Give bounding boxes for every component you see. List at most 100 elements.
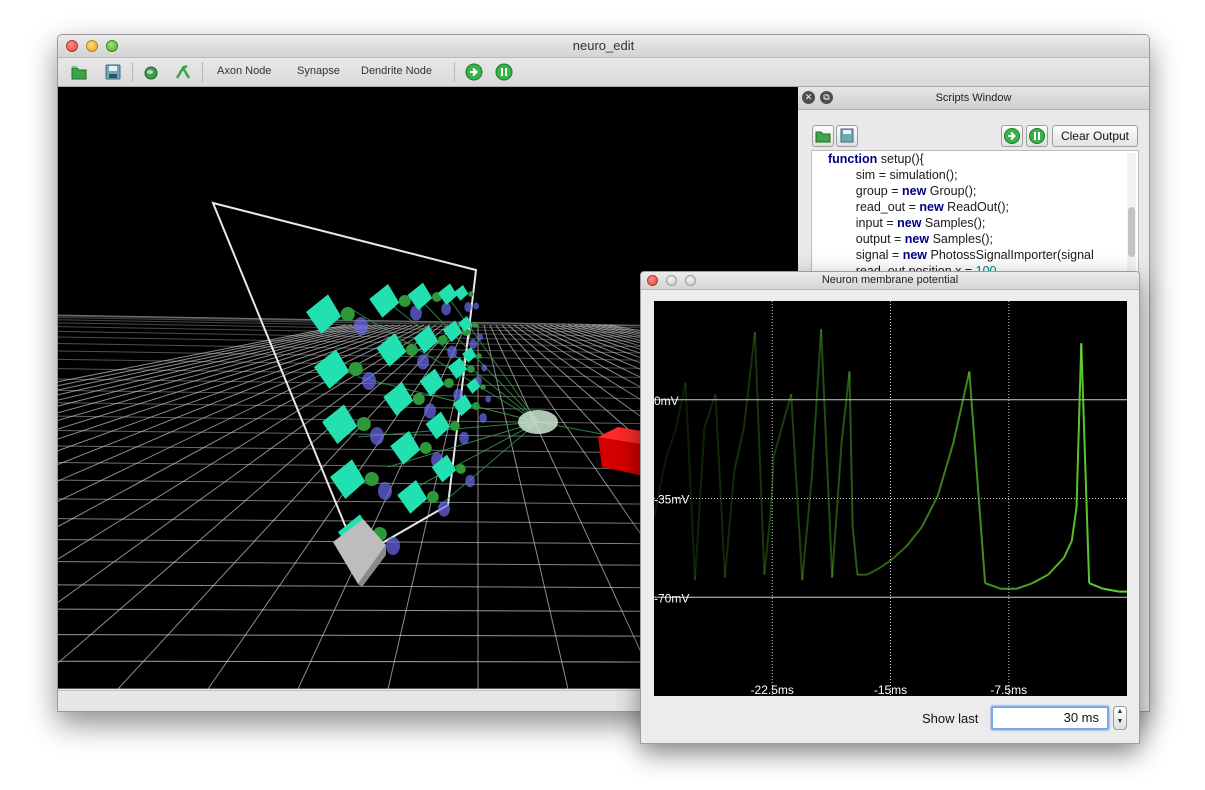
potential-trace-segment bbox=[1031, 573, 1049, 585]
code-line: function setup(){ bbox=[828, 152, 924, 166]
synapse-node bbox=[481, 364, 488, 372]
code-line: input = new Samples(); bbox=[828, 216, 986, 230]
edit-tool-icon[interactable] bbox=[174, 63, 192, 81]
axon-node-cube bbox=[314, 349, 350, 389]
potential-trace-segment bbox=[905, 526, 923, 548]
potential-trace-segment bbox=[653, 461, 667, 519]
potential-trace-segment bbox=[780, 393, 793, 429]
potential-trace-segment bbox=[1016, 582, 1033, 590]
neuron-titlebar: Neuron membrane potential bbox=[641, 272, 1139, 290]
neuron-window-title: Neuron membrane potential bbox=[821, 274, 959, 286]
potential-trace-segment bbox=[820, 329, 834, 578]
potential-trace-segment bbox=[851, 526, 859, 575]
script-editor[interactable]: function setup(){ sim = simulation(); gr… bbox=[811, 150, 1139, 292]
save-script-button[interactable] bbox=[836, 125, 858, 147]
save-disk-icon[interactable] bbox=[104, 63, 122, 81]
neuron-sphere bbox=[472, 322, 478, 328]
axon-node-cube bbox=[330, 459, 366, 499]
close-window-button[interactable] bbox=[647, 275, 658, 286]
open-script-button[interactable] bbox=[812, 125, 834, 147]
axon-node-cube bbox=[407, 282, 433, 311]
show-last-label: Show last bbox=[922, 711, 979, 726]
potential-trace-segment bbox=[831, 442, 843, 578]
neuron-sphere bbox=[480, 384, 486, 390]
toolbar-separator bbox=[132, 62, 133, 82]
axon-node-cube bbox=[442, 320, 463, 343]
neuron-sphere bbox=[472, 402, 480, 410]
synapse-node bbox=[477, 333, 484, 341]
dendrite-node-button[interactable]: Dendrite Node bbox=[361, 65, 432, 77]
show-last-input[interactable]: 30 ms bbox=[991, 706, 1109, 730]
run-script-button[interactable] bbox=[1001, 125, 1023, 147]
minimize-window-button[interactable] bbox=[666, 275, 677, 286]
synapse-node bbox=[438, 501, 450, 517]
axon-node-cube bbox=[369, 284, 400, 318]
editor-scrollbar[interactable] bbox=[1127, 153, 1136, 287]
potential-trace-segment bbox=[1080, 343, 1091, 584]
potential-trace-segment bbox=[1063, 540, 1073, 559]
zoom-window-button[interactable] bbox=[106, 40, 118, 52]
potential-trace-segment bbox=[968, 371, 987, 584]
float-window-icon[interactable]: ⧉ bbox=[820, 91, 833, 104]
input-block-side bbox=[358, 545, 386, 587]
potential-trace-segment bbox=[1070, 506, 1078, 541]
potential-trace-segment bbox=[877, 559, 892, 570]
y-tick-label: 0mV bbox=[654, 394, 679, 408]
pause-script-button[interactable] bbox=[1026, 125, 1048, 147]
neuron-sphere-icon[interactable] bbox=[142, 63, 160, 81]
pause-icon[interactable] bbox=[495, 63, 513, 81]
synapse-node bbox=[417, 354, 429, 370]
neuron-sphere bbox=[443, 378, 454, 388]
axon-node-cube bbox=[454, 284, 469, 301]
potential-trace-segment bbox=[848, 371, 854, 527]
potential-trace-segment bbox=[664, 427, 678, 463]
synapse-node bbox=[459, 431, 469, 445]
neuron-sphere bbox=[356, 417, 371, 431]
code-line: sim = simulation(); bbox=[828, 168, 958, 182]
potential-trace-segment bbox=[889, 545, 907, 562]
close-window-button[interactable] bbox=[66, 40, 78, 52]
neuron-sphere bbox=[468, 291, 474, 297]
x-tick-label: -22.5ms bbox=[751, 683, 794, 696]
membrane-chart: 0mV -35mV -70mV -22.5ms -15ms -7.5ms bbox=[653, 301, 1127, 697]
potential-trace-segment bbox=[684, 382, 696, 581]
potential-trace-segment bbox=[763, 512, 772, 575]
play-arrow-icon[interactable] bbox=[465, 63, 483, 81]
neuron-sphere bbox=[455, 464, 466, 474]
minimize-window-button[interactable] bbox=[86, 40, 98, 52]
axon-node-cube bbox=[425, 411, 451, 440]
code-line: group = new Group(); bbox=[828, 184, 977, 198]
folder-open-icon bbox=[815, 131, 831, 143]
axon-node-cube bbox=[390, 431, 421, 465]
potential-trace-segment bbox=[790, 394, 804, 581]
potential-trace-segment bbox=[801, 478, 813, 581]
axon-node-cube bbox=[306, 294, 342, 334]
clear-output-button[interactable]: Clear Output bbox=[1052, 125, 1138, 147]
potential-trace-segment bbox=[840, 371, 851, 443]
y-tick-label: -70mV bbox=[654, 591, 689, 605]
axon-node-cube bbox=[447, 357, 468, 380]
axon-node-button[interactable]: Axon Node bbox=[217, 65, 272, 77]
zoom-window-button[interactable] bbox=[685, 275, 696, 286]
neuron-sphere bbox=[449, 421, 460, 431]
axon-node-cube bbox=[419, 368, 445, 397]
close-icon[interactable]: ✕ bbox=[802, 91, 815, 104]
axon-node-cube bbox=[431, 454, 457, 483]
show-last-stepper[interactable]: ▲ ▼ bbox=[1113, 706, 1127, 730]
synapse-button[interactable]: Synapse bbox=[297, 65, 340, 77]
neuron-sphere bbox=[364, 472, 379, 486]
potential-trace-segment bbox=[1103, 587, 1120, 593]
axon-node-cube bbox=[383, 382, 414, 416]
neuron-sphere bbox=[412, 393, 425, 405]
scrollbar-thumb[interactable] bbox=[1128, 207, 1135, 257]
main-titlebar: neuro_edit bbox=[58, 35, 1149, 58]
folder-open-icon[interactable] bbox=[70, 63, 88, 81]
x-tick-label: -7.5ms bbox=[990, 683, 1027, 696]
code-line: read_out = new ReadOut(); bbox=[828, 200, 1010, 214]
synapse-node bbox=[370, 427, 384, 445]
synapse-node bbox=[447, 345, 457, 359]
synapse-node bbox=[378, 482, 392, 500]
neuron-sphere bbox=[467, 365, 475, 373]
synapse-node bbox=[473, 302, 480, 310]
synapse-node bbox=[362, 372, 376, 390]
